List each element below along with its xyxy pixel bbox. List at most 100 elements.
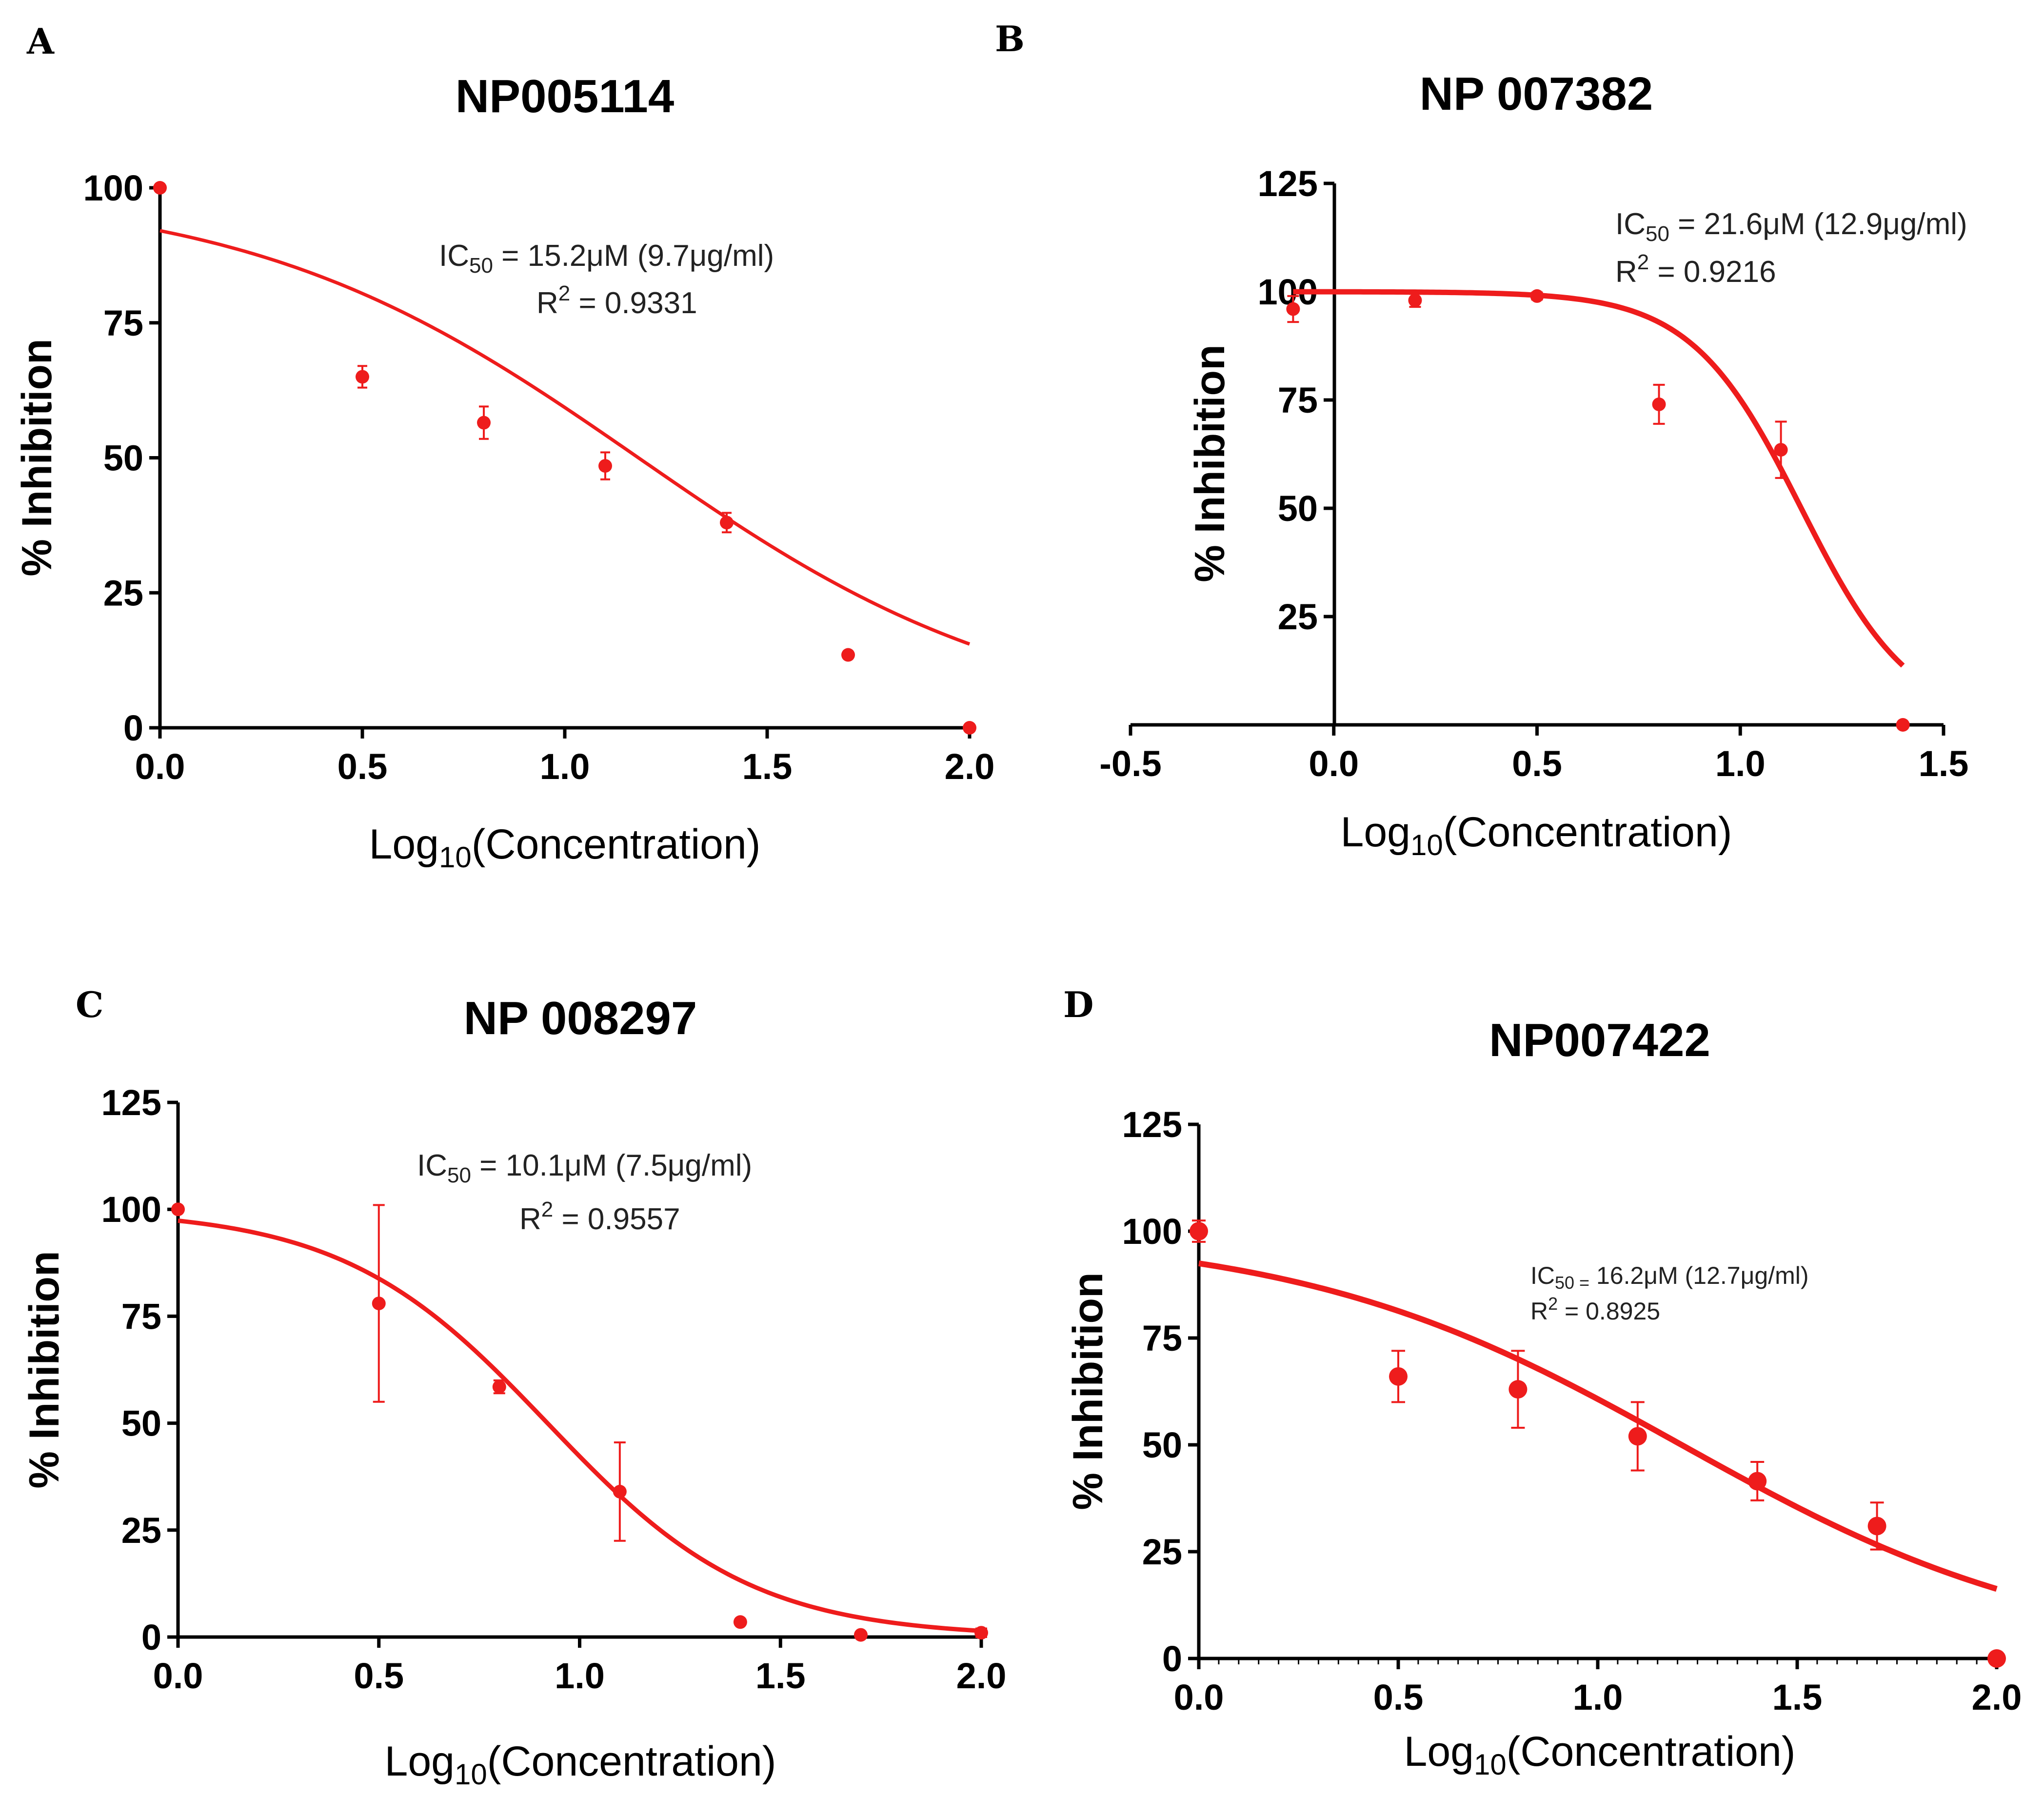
x-tick-label: 1.0	[1573, 1677, 1623, 1718]
y-tick-label: 125	[1122, 1104, 1182, 1145]
x-tick-label: 1.5	[1772, 1677, 1823, 1718]
x-axis-label-b: Log10(Concentration)	[1341, 809, 1732, 861]
y-axis-label-d: % Inhibition	[1065, 1272, 1111, 1510]
data-point-a	[963, 721, 976, 735]
axes-b	[1131, 183, 1944, 727]
y-tick-label: 25	[1142, 1532, 1182, 1572]
axes-d	[1197, 1124, 1997, 1660]
data-point-c	[974, 1626, 988, 1640]
x-tick-label: 1.0	[540, 746, 590, 787]
x-axis-label-d: Log10(Concentration)	[1404, 1728, 1796, 1781]
r2-annotation-b: R2 = 0.9216	[1615, 250, 1776, 289]
r2-annotation-d: R2 = 0.8925	[1530, 1294, 1660, 1325]
data-point-c	[613, 1484, 627, 1498]
x-tick-label: 2.0	[1972, 1677, 2022, 1718]
x-tick-label: 0.5	[354, 1656, 404, 1696]
y-tick-label: 125	[101, 1082, 161, 1123]
r2-annotation-a: R2 = 0.9331	[536, 281, 697, 320]
y-tick-label: 75	[121, 1296, 161, 1337]
data-point-d	[1867, 1517, 1886, 1536]
chart-title-b: NP 007382	[1420, 68, 1653, 120]
x-tick-label: 1.5	[755, 1656, 806, 1696]
data-point-d	[1987, 1649, 2006, 1668]
x-tick-label: 0.0	[1309, 743, 1359, 784]
x-tick-label: 1.0	[1715, 743, 1766, 784]
panel-a: A NP005114 0 25 50 75 100 0.0 0.5 1.0 1.5 2.0 % …	[14, 20, 994, 874]
y-axis-label-a: % Inhibition	[14, 339, 60, 576]
data-point-a	[720, 516, 734, 530]
data-point-d	[1389, 1367, 1408, 1386]
x-tick-label: 2.0	[945, 746, 995, 787]
ic50-annotation-d: IC50 = 16.2μM (12.7μg/ml)	[1530, 1262, 1809, 1293]
x-tick-label: 0.0	[135, 746, 185, 787]
x-tick-label: 0.0	[1174, 1677, 1224, 1718]
y-tick-label: 0	[1162, 1638, 1182, 1679]
y-tick-label: 0	[123, 708, 143, 748]
data-point-c	[733, 1615, 747, 1629]
data-point-d	[1508, 1380, 1528, 1399]
y-tick-label: 0	[141, 1617, 161, 1658]
data-point-d	[1190, 1222, 1208, 1240]
data-point-a	[841, 648, 855, 662]
data-point-c	[853, 1628, 868, 1642]
fit-curve-c	[178, 1219, 982, 1633]
x-tick-label: 2.0	[956, 1656, 1007, 1696]
panel-c: C NP 008297 0 25 50 75 100 125 0.0 0.5 1.0 1.5 2.…	[21, 984, 1006, 1791]
data-point-a	[598, 459, 612, 473]
fit-curve-b	[1293, 289, 1905, 668]
data-point-d	[1748, 1472, 1767, 1491]
panel-label-b: B	[995, 18, 1025, 60]
r2-annotation-c: R2 = 0.9557	[519, 1198, 680, 1236]
x-axis-label-c: Log10(Concentration)	[385, 1738, 776, 1791]
y-axis-label-b: % Inhibition	[1187, 344, 1233, 582]
fit-curve-d	[1198, 1260, 1998, 1592]
y-tick-label: 50	[1278, 488, 1318, 529]
y-tick-label: 75	[1142, 1318, 1182, 1358]
x-tick-label: -0.5	[1099, 743, 1162, 784]
data-point-a	[477, 416, 491, 430]
data-point-a	[153, 181, 167, 195]
axes-c	[176, 1102, 981, 1639]
data-point-c	[171, 1202, 185, 1217]
y-tick-label: 125	[1258, 163, 1318, 204]
x-tick-label: 1.5	[742, 746, 793, 787]
x-tick-label: 0.5	[337, 746, 388, 787]
chart-title-a: NP005114	[456, 70, 674, 122]
y-tick-label: 100	[101, 1189, 161, 1230]
x-tick-label: 0.5	[1373, 1677, 1424, 1718]
y-axis-label-c: % Inhibition	[21, 1251, 68, 1488]
y-tick-label: 75	[103, 303, 143, 343]
panel-label-a: A	[26, 20, 55, 62]
ic50-annotation-a: IC50 = 15.2μM (9.7μg/ml)	[439, 239, 774, 278]
chart-title-c: NP 008297	[464, 992, 697, 1044]
data-point-b	[1286, 302, 1300, 316]
y-tick-label: 50	[103, 438, 143, 479]
fit-curve-a	[159, 229, 971, 646]
data-point-b	[1896, 718, 1910, 732]
data-point-a	[356, 370, 369, 384]
y-tick-label: 25	[103, 573, 143, 613]
data-point-b	[1530, 289, 1544, 303]
ic50-annotation-c: IC50 = 10.1μM (7.5μg/ml)	[417, 1149, 752, 1187]
y-tick-label: 25	[121, 1510, 161, 1551]
y-tick-label: 100	[83, 168, 143, 208]
x-tick-label: 0.5	[1512, 743, 1562, 784]
x-tick-label: 1.0	[555, 1656, 605, 1696]
chart-title-d: NP007422	[1489, 1014, 1710, 1066]
data-point-c	[372, 1297, 386, 1311]
panel-label-c: C	[76, 984, 103, 1025]
y-tick-label: 25	[1278, 597, 1318, 637]
data-point-b	[1652, 397, 1666, 411]
panel-d: D NP007422 0 25 50 75 100 125 0.0 0.5 1.0 1.5 2.0…	[1063, 984, 2022, 1781]
panel-label-d: D	[1063, 984, 1093, 1025]
ic50-annotation-b: IC50 = 21.6μM (12.9μg/ml)	[1615, 207, 1967, 246]
x-tick-label: 1.5	[1919, 743, 1969, 784]
x-axis-label-a: Log10(Concentration)	[369, 821, 761, 874]
data-point-d	[1628, 1427, 1647, 1446]
y-tick-label: 75	[1278, 380, 1318, 420]
data-point-c	[492, 1380, 506, 1394]
data-point-b	[1774, 443, 1788, 457]
x-tick-label: 0.0	[153, 1656, 203, 1696]
